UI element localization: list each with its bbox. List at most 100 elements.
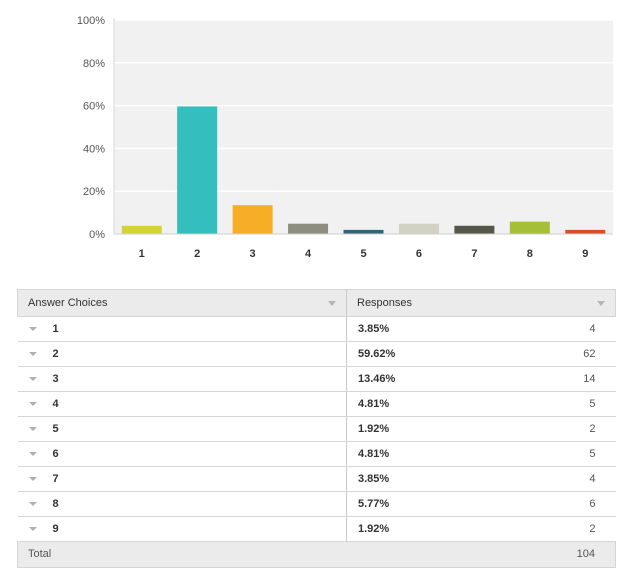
- response-percent: 1.92%: [358, 523, 390, 535]
- sort-chevron-icon[interactable]: [328, 301, 336, 306]
- table-row: 9 1.92% 2: [17, 516, 616, 542]
- choice-label: 3: [52, 373, 59, 385]
- response-percent: 59.62%: [358, 348, 396, 360]
- choice-label: 1: [52, 323, 59, 335]
- response-count: 2: [589, 523, 596, 535]
- response-percent: 1.92%: [358, 423, 390, 435]
- y-tick-label: 0%: [89, 229, 105, 241]
- total-label: Total: [28, 548, 52, 560]
- y-tick-label: 100%: [77, 15, 105, 27]
- response-percent: 5.77%: [358, 498, 390, 510]
- response-cell: 4.81% 5: [346, 391, 616, 417]
- table-body: 1 3.85% 4 2 59.62% 62 3 13.46% 14 4 4.81% 5 5 1.92% 2 6…: [17, 316, 616, 542]
- choice-cell: 3: [17, 366, 347, 392]
- table-header-row: Answer Choices Responses: [17, 289, 616, 317]
- choice-label: 6: [52, 448, 59, 460]
- x-tick-label: 7: [471, 248, 477, 260]
- expand-caret-icon[interactable]: [28, 377, 37, 381]
- x-tick-label: 5: [360, 248, 366, 260]
- x-tick-label: 6: [416, 248, 422, 260]
- choice-label: 5: [52, 423, 59, 435]
- response-count: 14: [583, 373, 596, 385]
- y-tick-label: 60%: [83, 101, 105, 113]
- response-cell: 13.46% 14: [346, 366, 616, 392]
- response-cell: 3.85% 4: [346, 316, 616, 342]
- response-count: 62: [583, 348, 596, 360]
- bar-7: [454, 225, 495, 234]
- table-row: 8 5.77% 6: [17, 491, 616, 517]
- expand-caret-icon[interactable]: [28, 452, 37, 456]
- response-cell: 5.77% 6: [346, 491, 616, 517]
- x-tick-label: 2: [194, 248, 200, 260]
- x-tick-label: 4: [305, 248, 312, 260]
- bar-3: [232, 205, 273, 234]
- expand-caret-icon[interactable]: [28, 502, 37, 506]
- responses-header-label: Responses: [357, 297, 413, 309]
- response-percent: 3.85%: [358, 473, 390, 485]
- table-row: 5 1.92% 2: [17, 416, 616, 442]
- responses-table: Answer Choices Responses 1 3.85% 4 2 59.62% 6…: [17, 289, 616, 568]
- expand-caret-icon[interactable]: [28, 402, 37, 406]
- response-percent: 13.46%: [358, 373, 396, 385]
- response-count: 2: [589, 423, 596, 435]
- sort-chevron-icon[interactable]: [597, 301, 605, 306]
- choice-cell: 9: [17, 516, 347, 542]
- table-row: 2 59.62% 62: [17, 341, 616, 367]
- table-row: 4 4.81% 5: [17, 391, 616, 417]
- response-count: 5: [589, 448, 596, 460]
- choice-label: 2: [52, 348, 59, 360]
- y-tick-label: 80%: [83, 58, 105, 70]
- expand-caret-icon[interactable]: [28, 527, 37, 531]
- expand-caret-icon[interactable]: [28, 352, 37, 356]
- table-row: 3 13.46% 14: [17, 366, 616, 392]
- expand-caret-icon[interactable]: [28, 477, 37, 481]
- bar-1: [121, 225, 162, 234]
- choice-cell: 8: [17, 491, 347, 517]
- answer-choices-header[interactable]: Answer Choices: [17, 289, 347, 317]
- y-tick-label: 40%: [83, 143, 105, 155]
- response-count: 4: [589, 473, 596, 485]
- bar-8: [509, 221, 550, 234]
- table-row: 7 3.85% 4: [17, 466, 616, 492]
- response-count: 6: [589, 498, 596, 510]
- x-tick-label: 1: [139, 248, 145, 260]
- y-tick-label: 20%: [83, 186, 105, 198]
- response-cell: 1.92% 2: [346, 416, 616, 442]
- choice-cell: 7: [17, 466, 347, 492]
- response-count: 5: [589, 398, 596, 410]
- x-tick-label: 8: [527, 248, 533, 260]
- answer-choices-header-label: Answer Choices: [28, 297, 108, 309]
- bar-4: [288, 223, 329, 234]
- total-value: 104: [576, 548, 595, 560]
- response-cell: 3.85% 4: [346, 466, 616, 492]
- responses-header[interactable]: Responses: [346, 289, 616, 317]
- choice-label: 9: [52, 523, 59, 535]
- expand-caret-icon[interactable]: [28, 427, 37, 431]
- bar-5: [343, 229, 384, 234]
- total-row: Total 104: [17, 541, 616, 568]
- choice-label: 4: [52, 398, 59, 410]
- bar-chart: 0% 20% 40% 60% 80% 100% 1 2 3 4 5 6 7 8 9: [0, 0, 635, 270]
- response-percent: 3.85%: [358, 323, 390, 335]
- choice-label: 7: [52, 473, 59, 485]
- response-percent: 4.81%: [358, 398, 390, 410]
- choice-cell: 4: [17, 391, 347, 417]
- response-cell: 4.81% 5: [346, 441, 616, 467]
- choice-cell: 5: [17, 416, 347, 442]
- response-cell: 59.62% 62: [346, 341, 616, 367]
- bar-chart-svg: 0% 20% 40% 60% 80% 100% 1 2 3 4 5 6 7 8 9: [77, 15, 613, 260]
- bar-9: [565, 229, 606, 234]
- table-row: 6 4.81% 5: [17, 441, 616, 467]
- bar-2: [177, 106, 218, 234]
- choice-cell: 6: [17, 441, 347, 467]
- response-cell: 1.92% 2: [346, 516, 616, 542]
- x-tick-label: 3: [250, 248, 256, 260]
- choice-cell: 2: [17, 341, 347, 367]
- total-value-cell: 104: [346, 541, 616, 568]
- total-label-cell: Total: [17, 541, 347, 568]
- x-tick-label: 9: [582, 248, 588, 260]
- bar-6: [398, 223, 439, 234]
- responses-table-wrapper: Answer Choices Responses 1 3.85% 4 2 59.62% 6…: [17, 289, 616, 568]
- expand-caret-icon[interactable]: [28, 327, 37, 331]
- choice-cell: 1: [17, 316, 347, 342]
